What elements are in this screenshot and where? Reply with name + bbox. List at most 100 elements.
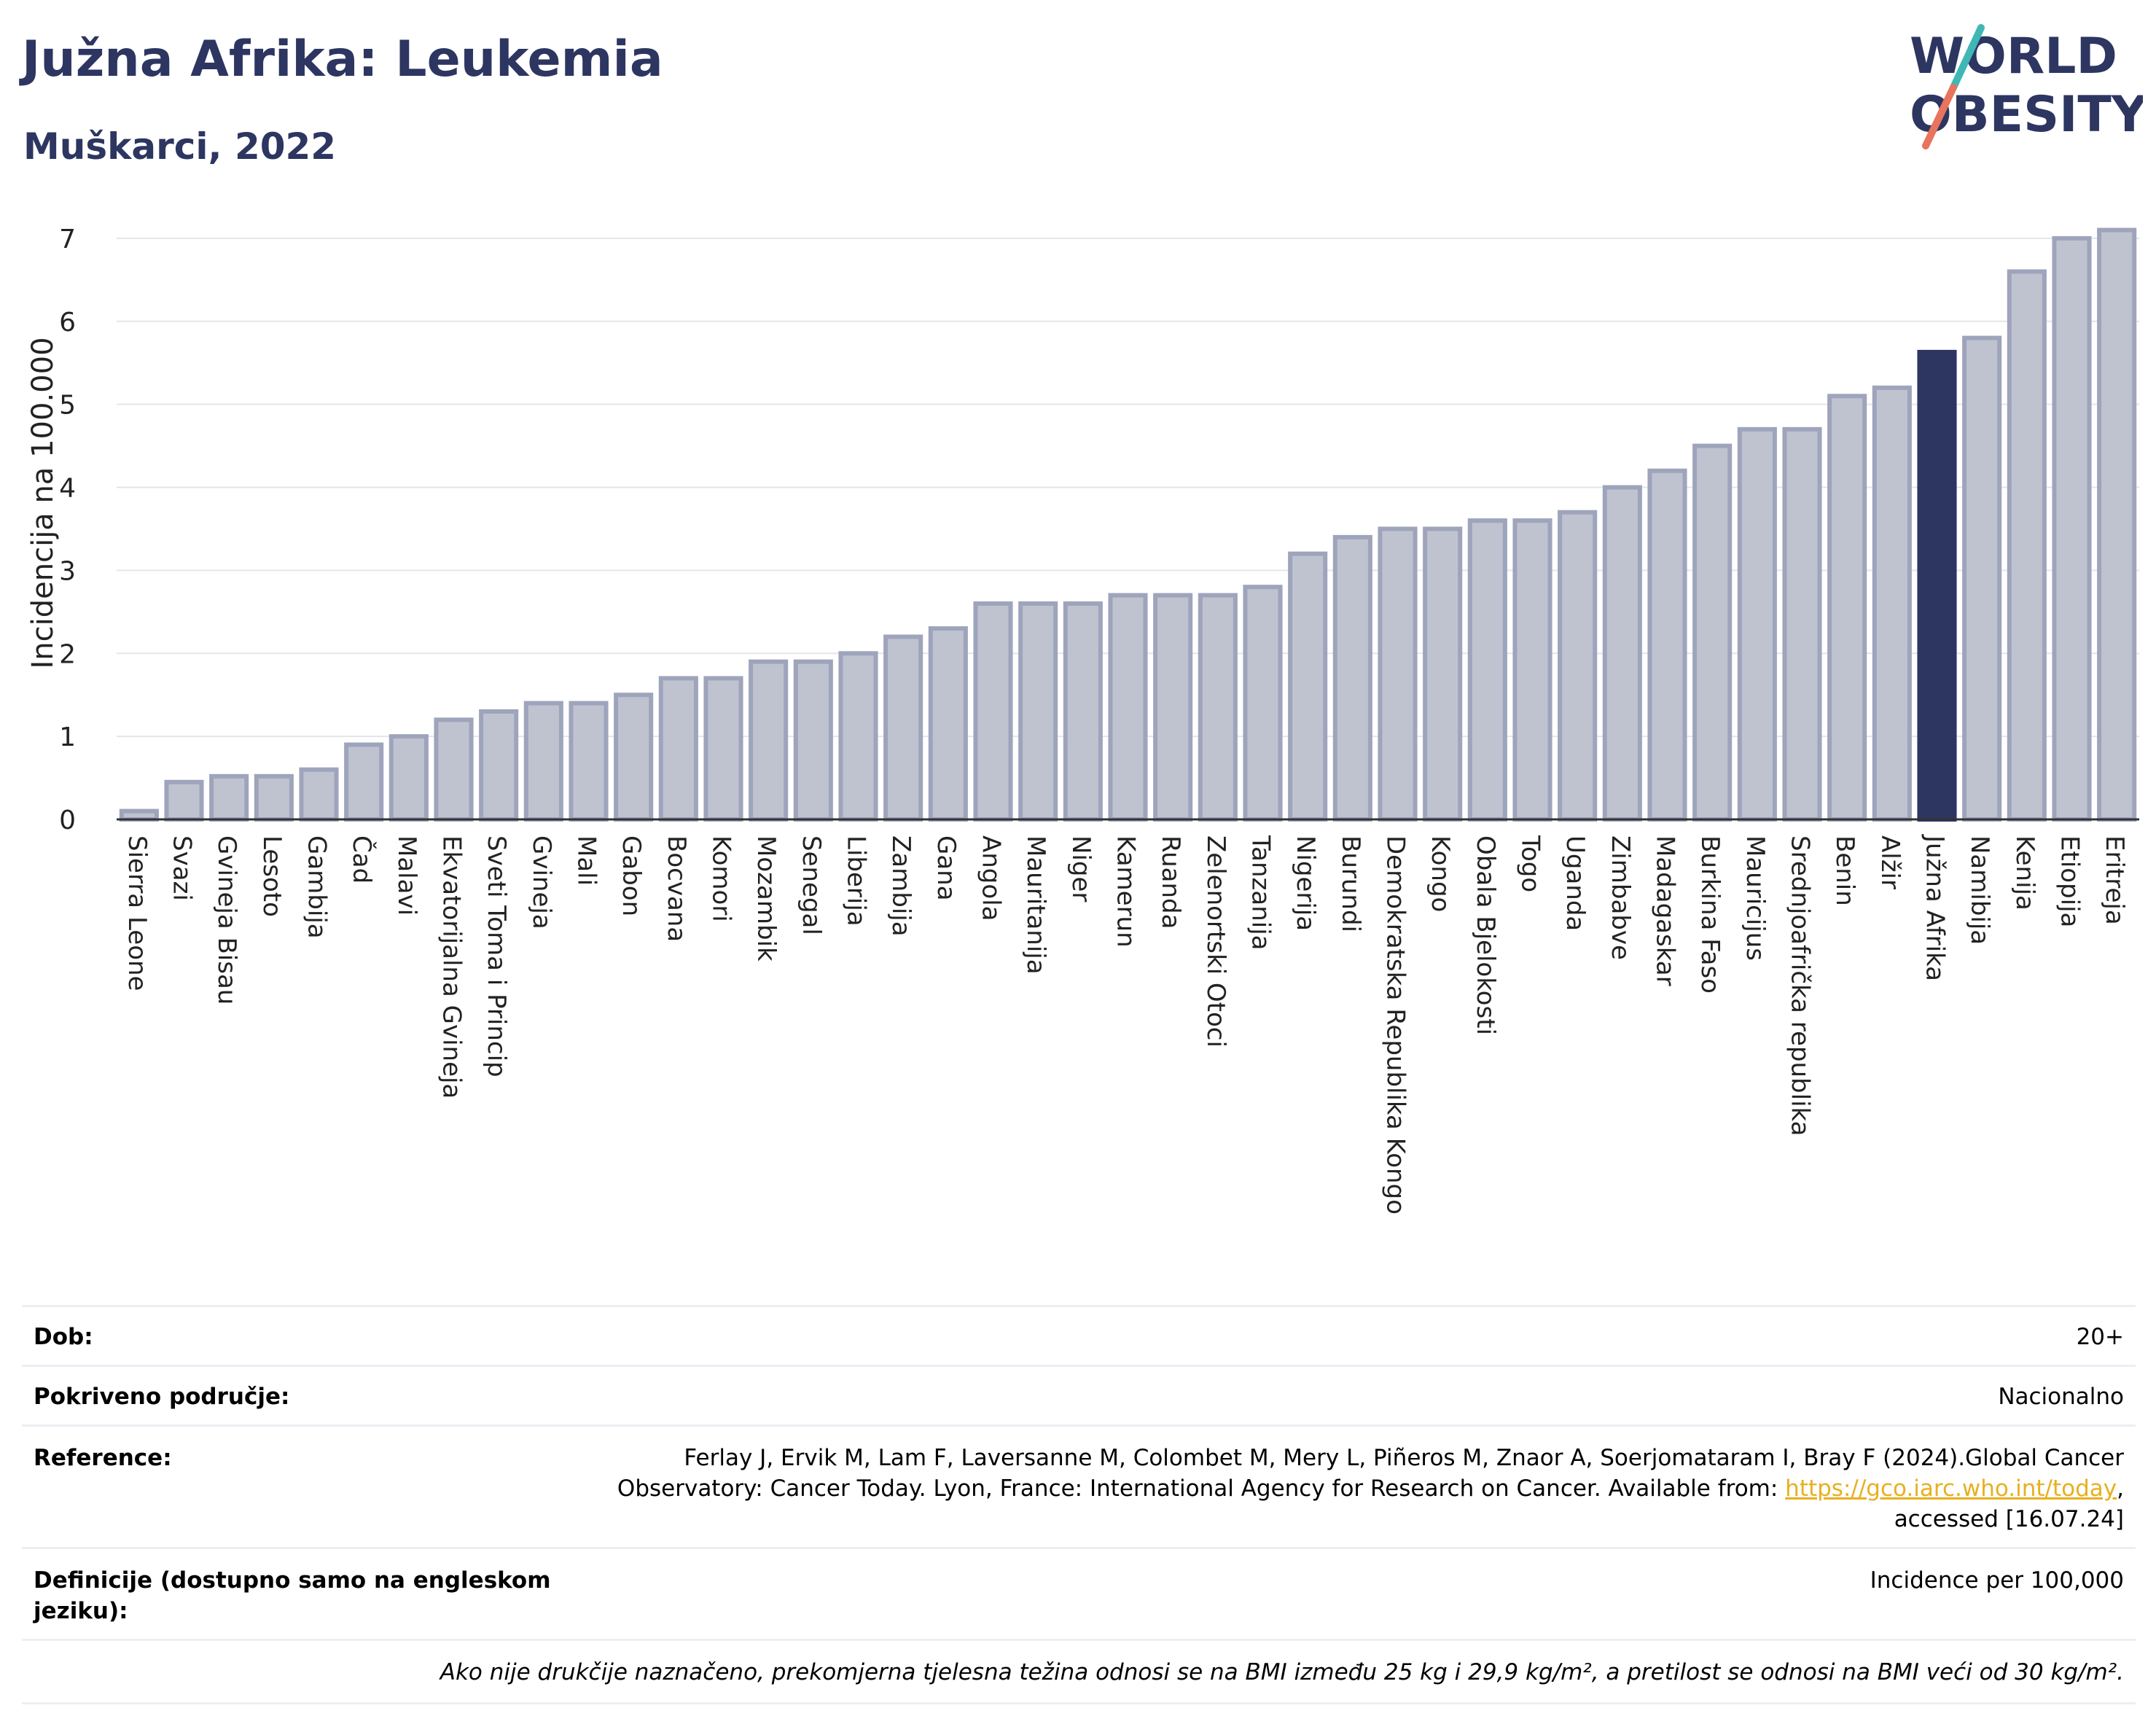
x-tick-label: Mauricijus xyxy=(1741,835,1770,961)
bar xyxy=(1423,526,1463,822)
x-tick-label: Gambija xyxy=(302,835,332,939)
x-tick-label: Ekvatorijalna Gvineja xyxy=(437,835,466,1099)
bars xyxy=(119,227,2137,822)
x-tick-label: Angola xyxy=(977,835,1006,921)
y-tick-label: 5 xyxy=(59,391,76,421)
bar xyxy=(2097,227,2137,822)
x-tick-label: Srednjoafrička republika xyxy=(1786,835,1815,1136)
bar xyxy=(1782,426,1822,822)
x-tick-label: Kongo xyxy=(1426,835,1455,912)
definitions-label: Definicije (dostupno samo na engleskom j… xyxy=(34,1567,551,1624)
reference-line-3: accessed [16.07.24] xyxy=(1894,1506,2124,1532)
bar xyxy=(614,693,654,822)
x-tick-label: Komori xyxy=(707,835,736,922)
dob-label: Dob: xyxy=(34,1324,93,1350)
chart-title: Južna Afrika: Leukemia xyxy=(22,31,663,88)
x-tick-label: Uganda xyxy=(1561,835,1590,931)
coverage-label: Pokriveno područje: xyxy=(34,1384,290,1410)
bar xyxy=(523,701,563,822)
y-tick-label: 1 xyxy=(59,722,76,752)
bar xyxy=(973,601,1013,822)
info-row-dob: Dob: 20+ xyxy=(22,1305,2136,1367)
x-tick-label: Kamerun xyxy=(1112,835,1141,948)
x-tick-label: Malavi xyxy=(392,835,421,916)
x-tick-label: Eritreja xyxy=(2100,835,2129,925)
y-tick-label: 6 xyxy=(59,308,76,338)
x-tick-label: Obala Bjelokosti xyxy=(1471,835,1500,1035)
bar xyxy=(1692,443,1733,822)
x-tick-label: Zimbabve xyxy=(1606,835,1635,960)
x-tick-label: Mauritanija xyxy=(1021,835,1050,975)
x-tick-label: Alžir xyxy=(1875,835,1905,889)
world-obesity-logo: WORLD OBESITY xyxy=(1910,24,2143,149)
bar xyxy=(254,773,294,822)
bar xyxy=(434,717,474,822)
y-axis-label: Incidencija na 100.000 xyxy=(26,337,60,668)
bar xyxy=(838,651,878,822)
y-tick-label: 7 xyxy=(59,225,76,254)
bar xyxy=(1962,335,2002,822)
bar xyxy=(1018,601,1058,822)
x-tick-label: Madagaskar xyxy=(1651,835,1680,986)
x-tick-label: Mozambik xyxy=(751,835,781,962)
chart-subtitle: Muškarci, 2022 xyxy=(23,125,337,168)
bar xyxy=(883,634,923,822)
dob-value: 20+ xyxy=(2076,1324,2124,1350)
bmi-note: Ako nije drukčije naznačeno, prekomjerna… xyxy=(440,1659,2124,1685)
x-tick-label: Zambija xyxy=(886,835,915,937)
y-tick-label: 3 xyxy=(59,556,76,586)
x-tick-label: Svazi xyxy=(168,835,197,901)
bar xyxy=(1288,551,1328,822)
x-tick-label: Južna Afrika xyxy=(1921,834,1950,981)
bar xyxy=(299,767,339,822)
bar xyxy=(1467,518,1507,822)
bar xyxy=(1558,510,1598,822)
x-tick-label: Čad xyxy=(347,835,377,884)
definitions-value: Incidence per 100,000 xyxy=(1870,1567,2124,1594)
bar xyxy=(209,773,249,822)
x-tick-label: Mali xyxy=(572,835,601,886)
bar xyxy=(1872,385,1912,822)
x-tick-label: Lesoto xyxy=(257,835,286,917)
tick-labels: 0 1 2 3 4 5 6 7 Sierra Leone Svazi Gvineja Bisau Le… xyxy=(59,225,2129,1214)
bar xyxy=(344,742,384,822)
x-tick-label: Zelenortski Otoci xyxy=(1201,835,1230,1048)
bar xyxy=(569,701,609,822)
info-row-coverage: Pokriveno područje: Nacionalno xyxy=(22,1365,2136,1427)
x-tick-label: Tanzanija xyxy=(1246,835,1276,950)
bar xyxy=(1737,426,1777,822)
x-tick-label: Bocvana xyxy=(662,835,691,942)
x-tick-label: Gvineja xyxy=(527,835,556,929)
x-tick-label: Ruanda xyxy=(1156,835,1185,929)
svg-text:WORLD: WORLD xyxy=(1910,28,2117,85)
bar xyxy=(388,734,429,822)
x-tick-label: Togo xyxy=(1516,835,1545,892)
bar xyxy=(2007,269,2047,822)
reference-link[interactable]: https://gco.iarc.who.int/today xyxy=(1785,1475,2117,1502)
bar xyxy=(793,659,833,822)
x-tick-label: Liberija xyxy=(842,835,871,927)
x-tick-label: Namibija xyxy=(1965,835,1994,945)
y-tick-label: 4 xyxy=(59,474,76,504)
bar xyxy=(119,808,159,822)
reference-label: Reference: xyxy=(34,1445,172,1471)
info-row-definitions: Definicije (dostupno samo na engleskom j… xyxy=(22,1547,2136,1641)
y-tick-label: 0 xyxy=(59,806,76,835)
bar xyxy=(749,659,789,822)
info-row-note: Ako nije drukčije naznačeno, prekomjerna… xyxy=(22,1639,2136,1704)
x-tick-label: Gana xyxy=(931,835,961,901)
bar xyxy=(1063,601,1103,822)
bar xyxy=(1378,526,1418,822)
reference-line-2: Observatory: Cancer Today. Lyon, France:… xyxy=(617,1475,2124,1502)
x-tick-label: Gabon xyxy=(617,835,646,916)
bar-chart: 0 1 2 3 4 5 6 7 Sierra Leone Svazi Gvineja Bisau Le… xyxy=(26,225,2139,1214)
x-tick-label: Burundi xyxy=(1336,835,1365,932)
bar xyxy=(1647,468,1687,822)
bar xyxy=(1243,585,1283,822)
x-tick-label: Etiopija xyxy=(2055,835,2085,927)
x-tick-label: Sveti Toma i Princip xyxy=(482,835,511,1077)
info-row-reference: Reference: Ferlay J, Ervik M, Lam F, Lav… xyxy=(22,1424,2136,1549)
coverage-value: Nacionalno xyxy=(1998,1384,2124,1410)
x-tick-label: Senegal xyxy=(797,835,826,935)
bar xyxy=(1198,593,1238,822)
